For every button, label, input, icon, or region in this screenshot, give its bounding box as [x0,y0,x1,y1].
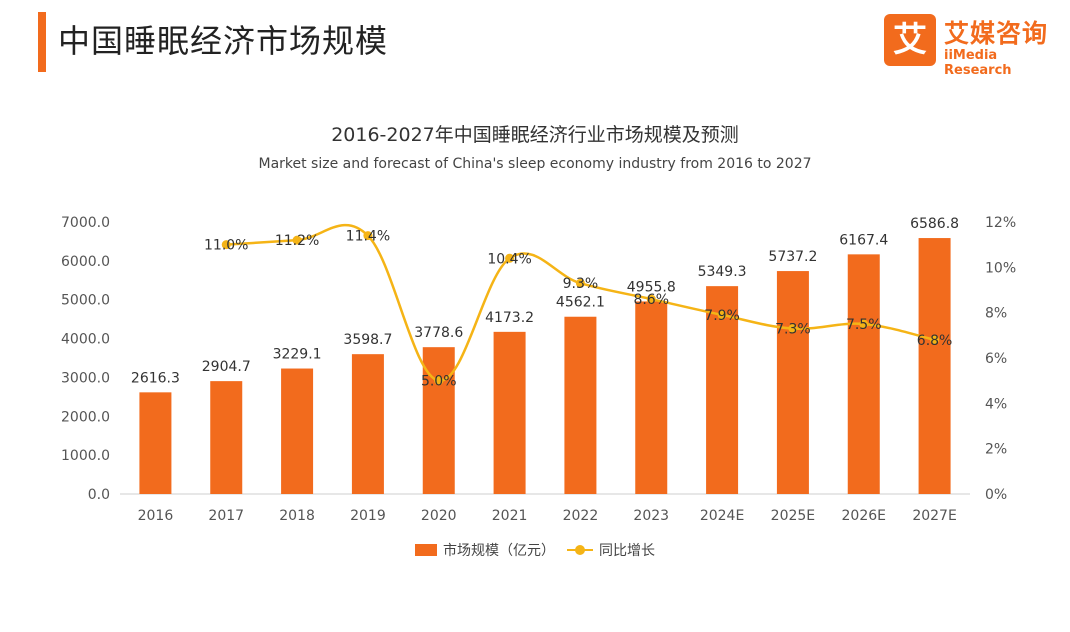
bar [281,368,314,494]
bar-value-label: 4955.8 [627,279,676,295]
x-tick-label: 2027E [912,508,956,524]
growth-value-label: 9.3% [563,276,599,292]
growth-point [717,310,727,320]
logo-text-cn: 艾媒咨询 [944,19,1049,48]
legend-label-growth: 同比增长 [599,543,655,559]
bar [847,254,880,494]
bar [139,392,172,494]
x-tick-label: 2019 [350,508,386,524]
growth-value-label: 7.3% [775,322,811,338]
logo-text-en: iiMedia Research [944,48,1012,78]
bar-value-label: 3778.6 [414,325,463,341]
growth-point [221,240,231,250]
legend-swatch-bar [415,544,437,556]
bar-value-label: 4562.1 [556,295,605,311]
bar-value-label: 3598.7 [343,332,392,348]
growth-point [363,231,373,241]
bar [210,381,243,494]
bar-value-label: 4173.2 [485,310,534,326]
growth-point [575,278,585,288]
legend-swatch-line [567,544,593,556]
x-tick-label: 2018 [279,508,315,524]
bar-value-label: 5737.2 [768,249,817,265]
growth-point [434,376,444,386]
bar [351,354,384,494]
bar [776,271,809,494]
y-right-tick-label: 4% [985,396,1007,412]
growth-point [859,319,869,329]
bar [422,347,455,494]
bar [493,331,526,494]
bar-value-label: 2904.7 [202,359,251,375]
y-left-tick-label: 4000.0 [61,332,110,348]
growth-value-label: 6.8% [917,333,953,349]
x-tick-label: 2024E [700,508,744,524]
growth-point [788,324,798,334]
growth-point [930,335,940,345]
bar-value-label: 2616.3 [131,370,180,386]
x-tick-label: 2022 [563,508,599,524]
growth-value-label: 11.4% [346,229,390,245]
x-tick-label: 2026E [842,508,886,524]
bar [706,286,739,494]
x-tick-label: 2017 [208,508,244,524]
y-left-tick-label: 3000.0 [61,370,110,386]
legend-item-market-size: 市场规模（亿元） [415,540,555,560]
x-tick-label: 2025E [771,508,815,524]
x-tick-label: 2021 [492,508,528,524]
x-tick-label: 2016 [138,508,174,524]
y-left-tick-label: 0.0 [88,487,110,503]
bar [635,301,668,494]
growth-value-label: 11.0% [204,238,248,254]
bar-value-label: 3229.1 [273,347,322,363]
legend-item-growth: 同比增长 [567,540,655,560]
growth-point [505,253,515,263]
bar [564,316,597,494]
y-left-tick-label: 5000.0 [61,293,110,309]
title-accent-bar [38,12,46,72]
growth-line [226,223,935,382]
bar-value-label: 5349.3 [698,264,747,280]
logo-mark: 艾 [884,14,936,66]
y-right-tick-label: 8% [985,306,1007,322]
page-title: 中国睡眠经济市场规模 [58,22,389,60]
y-right-tick-label: 10% [985,260,1016,276]
bar [918,238,951,494]
y-left-tick-label: 2000.0 [61,409,110,425]
x-tick-label: 2023 [633,508,669,524]
growth-value-label: 10.4% [487,251,531,267]
chart-subtitle: Market size and forecast of China's slee… [258,156,812,172]
y-right-tick-label: 12% [985,215,1016,231]
y-right-tick-label: 0% [985,487,1007,503]
growth-point [646,294,656,304]
growth-value-label: 7.5% [846,317,882,333]
y-right-tick-label: 2% [985,442,1007,458]
chart-title: 2016-2027年中国睡眠经济行业市场规模及预测 [331,124,739,146]
growth-value-label: 7.9% [704,308,740,324]
y-left-tick-label: 1000.0 [61,448,110,464]
brand-logo: 艾 艾媒咨询 iiMedia Research [884,14,1064,78]
x-tick-label: 2020 [421,508,457,524]
chart-legend: 市场规模（亿元） 同比增长 [0,540,1070,560]
growth-point [292,235,302,245]
y-left-tick-label: 6000.0 [61,254,110,270]
growth-value-label: 11.2% [275,233,319,249]
growth-value-label: 5.0% [421,374,457,390]
growth-value-label: 8.6% [633,292,669,308]
bar-value-label: 6167.4 [839,232,888,248]
bar-value-label: 6586.8 [910,216,959,232]
legend-label-market-size: 市场规模（亿元） [443,543,555,559]
y-left-tick-label: 7000.0 [61,215,110,231]
y-right-tick-label: 6% [985,351,1007,367]
